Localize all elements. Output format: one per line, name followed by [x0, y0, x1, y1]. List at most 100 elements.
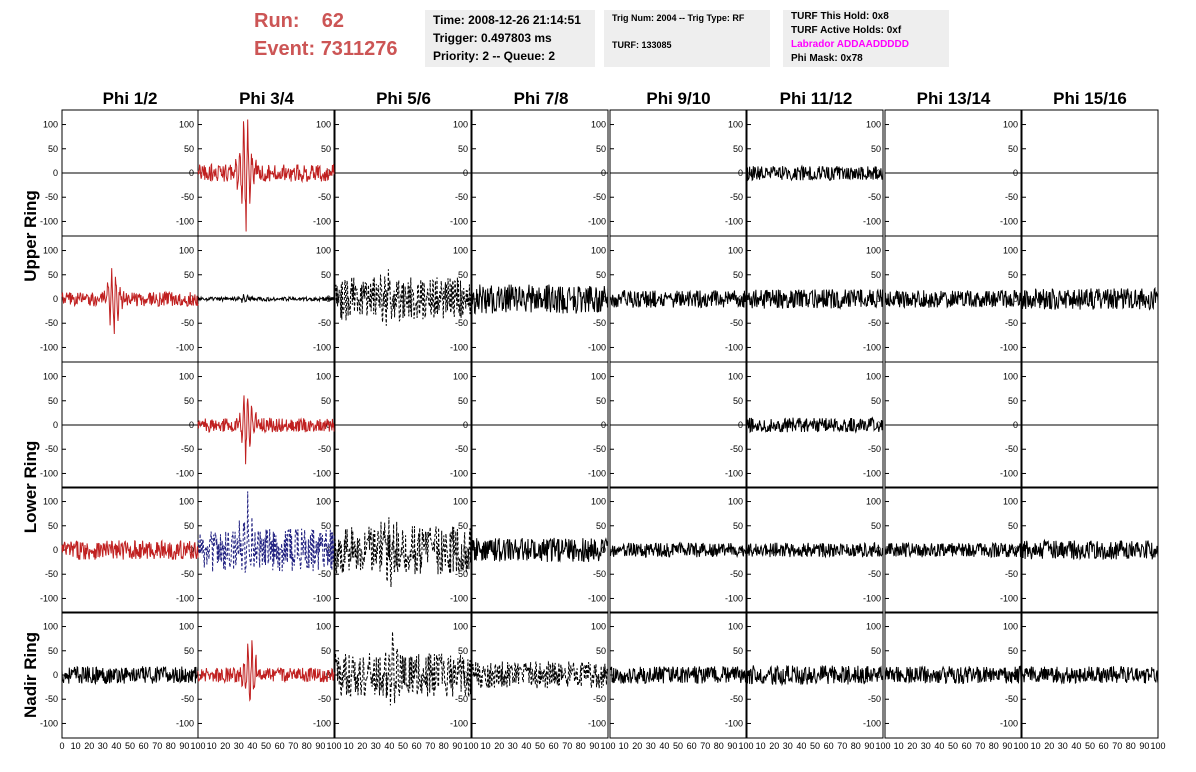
y-tick-label: 0: [53, 545, 58, 555]
x-tick-label: 30: [921, 741, 931, 751]
waveform-trace: [471, 537, 609, 563]
x-tick-label: 60: [962, 741, 972, 751]
y-tick-label: 100: [453, 372, 468, 382]
y-tick-label: 50: [733, 646, 743, 656]
x-tick-label: 50: [948, 741, 958, 751]
x-tick-label: 80: [1126, 741, 1136, 751]
y-tick-label: -100: [450, 468, 468, 478]
waveform-trace: [609, 289, 747, 309]
x-tick-label: 60: [275, 741, 285, 751]
x-tick-label: 10: [71, 741, 81, 751]
labrador-text: Labrador ADDAADDDDD: [791, 39, 909, 50]
x-tick-label: 100: [1150, 741, 1165, 751]
y-tick-label: -100: [1000, 342, 1018, 352]
y-tick-label: -100: [1000, 468, 1018, 478]
waveform-trace: [61, 268, 199, 335]
y-tick-label: 50: [458, 521, 468, 531]
y-tick-label: -100: [1000, 718, 1018, 728]
x-tick-label: 10: [894, 741, 904, 751]
ring-label: Lower Ring: [21, 441, 40, 534]
y-tick-label: -50: [730, 192, 743, 202]
y-tick-label: -50: [868, 192, 881, 202]
x-tick-label: 20: [220, 741, 230, 751]
y-tick-label: 0: [53, 294, 58, 304]
waveform-trace: [61, 665, 199, 686]
x-tick-label: 100: [190, 741, 205, 751]
y-tick-label: 50: [1008, 270, 1018, 280]
x-tick-label: 20: [494, 741, 504, 751]
x-tick-label: 90: [1139, 741, 1149, 751]
x-tick-label: 20: [907, 741, 917, 751]
y-tick-label: -100: [176, 468, 194, 478]
y-tick-label: 100: [453, 120, 468, 130]
y-tick-label: -100: [40, 216, 58, 226]
waveform-trace: [1021, 286, 1159, 311]
y-tick-label: -50: [1005, 694, 1018, 704]
x-tick-label: 60: [824, 741, 834, 751]
x-tick-label: 50: [810, 741, 820, 751]
turf-this-hold-text: TURF This Hold: 0x8: [791, 11, 889, 22]
x-tick-label: 50: [398, 741, 408, 751]
y-tick-label: -50: [45, 444, 58, 454]
y-tick-label: 100: [179, 120, 194, 130]
x-tick-label: 30: [1058, 741, 1068, 751]
priority-text: Priority: 2 -- Queue: 2: [433, 49, 556, 63]
x-tick-label: 80: [989, 741, 999, 751]
waveform-trace: [471, 660, 609, 689]
y-tick-label: -50: [868, 569, 881, 579]
y-tick-label: 50: [733, 144, 743, 154]
x-tick-label: 90: [589, 741, 599, 751]
x-tick-label: 90: [864, 741, 874, 751]
y-tick-label: 100: [866, 622, 881, 632]
y-tick-label: 100: [453, 622, 468, 632]
column-header: Phi 7/8: [514, 89, 569, 108]
y-tick-label: -50: [181, 694, 194, 704]
y-tick-label: 50: [48, 144, 58, 154]
x-tick-label: 10: [344, 741, 354, 751]
y-tick-label: 0: [463, 670, 468, 680]
y-tick-label: 50: [48, 521, 58, 531]
y-tick-label: -100: [725, 216, 743, 226]
x-tick-label: 100: [326, 741, 341, 751]
waveform-trace: [884, 665, 1022, 685]
y-tick-label: -100: [313, 718, 331, 728]
x-tick-label: 10: [619, 741, 629, 751]
y-tick-label: -100: [450, 718, 468, 728]
y-tick-label: 0: [876, 420, 881, 430]
run-label: Run:: [254, 10, 300, 32]
y-tick-label: -100: [588, 342, 606, 352]
x-tick-label: 90: [179, 741, 189, 751]
y-tick-label: -100: [725, 593, 743, 603]
x-tick-label: 70: [152, 741, 162, 751]
waveform-trace: [334, 517, 472, 588]
x-tick-label: 90: [452, 741, 462, 751]
waveform-trace: [197, 395, 335, 465]
y-tick-label: -50: [455, 569, 468, 579]
x-tick-label: 10: [481, 741, 491, 751]
y-tick-label: 50: [321, 270, 331, 280]
run-line: Run: 62: [254, 10, 344, 33]
column-header: Phi 13/14: [917, 89, 991, 108]
y-tick-label: -100: [863, 593, 881, 603]
y-tick-label: 50: [458, 646, 468, 656]
y-tick-label: 100: [316, 246, 331, 256]
y-tick-label: -100: [588, 593, 606, 603]
y-tick-label: 50: [48, 646, 58, 656]
y-tick-label: -50: [455, 192, 468, 202]
y-tick-label: 50: [321, 144, 331, 154]
y-tick-label: 100: [316, 120, 331, 130]
x-tick-label: 80: [302, 741, 312, 751]
time-text: Time: 2008-12-26 21:14:51: [433, 13, 581, 27]
x-tick-label: 0: [59, 741, 64, 751]
y-tick-label: 50: [48, 396, 58, 406]
y-tick-label: 100: [316, 372, 331, 382]
x-tick-label: 40: [384, 741, 394, 751]
y-tick-label: -50: [318, 569, 331, 579]
y-tick-label: 50: [184, 144, 194, 154]
y-tick-label: -100: [863, 718, 881, 728]
x-tick-label: 50: [535, 741, 545, 751]
y-tick-label: 100: [591, 622, 606, 632]
y-tick-label: 50: [733, 270, 743, 280]
y-tick-label: 100: [43, 246, 58, 256]
y-tick-label: -50: [455, 444, 468, 454]
